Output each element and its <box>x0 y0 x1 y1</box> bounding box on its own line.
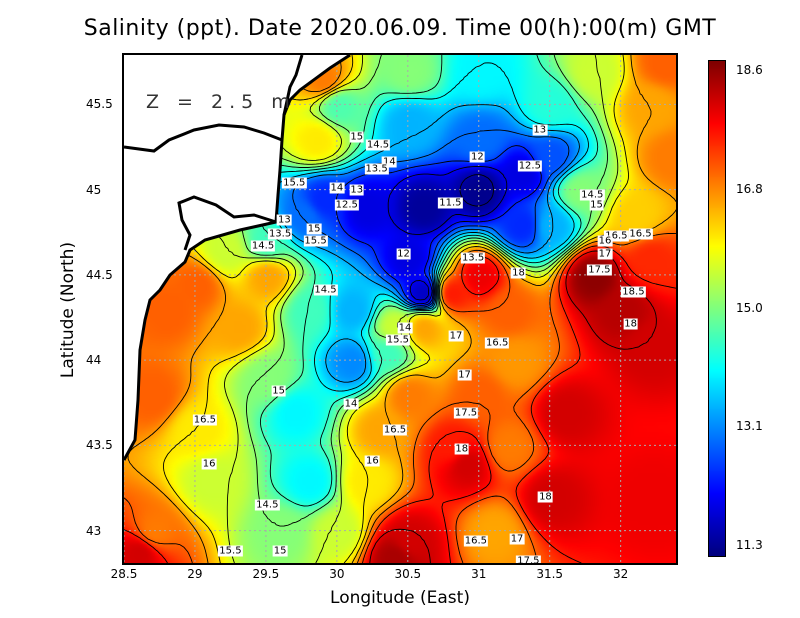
contour-label: 15 <box>306 223 322 235</box>
contour-label: 12 <box>469 151 485 163</box>
contour-label: 16.5 <box>382 424 408 436</box>
contour-label: 15.5 <box>385 334 410 346</box>
contour-label: 16.5 <box>628 228 653 240</box>
y-tick-label: 45.5 <box>86 97 113 112</box>
colorbar <box>708 60 726 557</box>
contour-label: 16.5 <box>485 337 510 349</box>
depth-annotation: Z = 2.5 m <box>146 91 296 113</box>
contour-line-18 <box>369 250 657 563</box>
contour-label: 18 <box>454 443 470 455</box>
colorbar-tick-label: 15.0 <box>736 300 763 315</box>
contour-label: 15 <box>271 385 287 397</box>
y-tick-label: 44.5 <box>86 267 113 282</box>
contour-lines <box>124 55 676 563</box>
colorbar-tick-label: 18.6 <box>736 63 763 77</box>
contour-label: 15 <box>589 199 604 211</box>
contour-label: 13.5 <box>364 163 389 175</box>
contour-label: 16 <box>597 235 613 247</box>
contour-line-17 <box>124 232 676 563</box>
contour-label: 17 <box>509 533 525 545</box>
contour-label: 14 <box>329 182 345 194</box>
contour-label: 15.5 <box>282 177 307 189</box>
contour-label: 16 <box>364 455 380 467</box>
contour-label: 17 <box>448 330 464 342</box>
border-line <box>177 195 277 251</box>
coastline <box>124 55 351 461</box>
y-tick-label: 44 <box>86 353 102 368</box>
x-tick-label: 31 <box>471 567 487 581</box>
contour-line-14 <box>259 62 589 392</box>
chart-title: Salinity (ppt). Date 2020.06.09. Time 00… <box>83 16 717 41</box>
contour-label: 14 <box>381 156 397 168</box>
contour-label: 17.5 <box>453 407 479 419</box>
y-tick-label: 43.5 <box>86 438 113 453</box>
x-tick-label: 30.5 <box>394 567 422 581</box>
contour-label: 12 <box>396 248 411 260</box>
contour-label: 14 <box>343 398 359 410</box>
x-tick-label: 28.5 <box>110 567 138 581</box>
contour-line-11.5 <box>459 174 494 207</box>
contour-label: 13 <box>276 214 292 226</box>
map-overlay <box>124 55 676 563</box>
y-tick-label: 45 <box>86 182 102 197</box>
contour-label: 13 <box>349 184 365 196</box>
contour-label: 16.5 <box>604 230 629 242</box>
y-tick-label: 43 <box>86 523 102 538</box>
contour-label: 12.5 <box>517 160 542 172</box>
contour-label: 13.5 <box>267 228 293 240</box>
contour-label: 17.5 <box>516 555 541 567</box>
x-tick-label: 29.5 <box>252 567 280 581</box>
contour-label: 14.5 <box>365 139 391 151</box>
contour-label: 15 <box>272 545 288 557</box>
contour-label: 17.5 <box>587 264 612 276</box>
y-axis-label: Latitude (North) <box>58 241 78 379</box>
colorbar-tick-label: 13.1 <box>736 419 763 434</box>
contour-label: 14.5 <box>255 499 280 511</box>
x-tick-label: 31.5 <box>536 567 564 581</box>
contour-label: 13 <box>532 124 548 136</box>
contour-label: 18 <box>511 267 526 279</box>
contour-label: 14.5 <box>580 189 605 201</box>
contour-label: 16 <box>201 458 217 470</box>
contour-label: 14 <box>397 322 413 334</box>
contour-label: 14.5 <box>250 240 276 252</box>
x-axis-label: Longitude (East) <box>330 588 470 608</box>
contour-label: 18 <box>623 318 638 330</box>
contour-label: 15 <box>349 131 365 143</box>
contour-label: 16.5 <box>192 414 218 426</box>
contour-line-12 <box>387 166 508 301</box>
contour-label: 17 <box>457 369 472 381</box>
x-tick-label: 30 <box>329 567 345 581</box>
contour-label: 15.5 <box>303 235 328 247</box>
contour-label: 15.5 <box>218 545 243 557</box>
x-tick-label: 29 <box>187 567 203 581</box>
contour-line-13 <box>292 129 570 306</box>
contour-label: 11.5 <box>438 197 463 209</box>
contour-line-17.5 <box>124 245 676 563</box>
border-line <box>282 55 304 116</box>
contour-label: 16.5 <box>463 535 489 547</box>
colorbar-tick-label: 11.3 <box>736 538 763 552</box>
border-line <box>124 123 283 153</box>
colorbar-tick-label: 16.8 <box>736 181 763 196</box>
contour-label: 18.5 <box>621 286 646 298</box>
contour-label: 14.5 <box>313 284 338 296</box>
x-tick-label: 32 <box>613 567 629 581</box>
contour-label: 17 <box>597 248 613 260</box>
contour-label: 12.5 <box>334 199 359 211</box>
contour-label: 13.5 <box>460 252 486 264</box>
land-mask <box>124 55 350 460</box>
contour-line-14.5 <box>241 55 599 507</box>
contour-label: 18 <box>538 491 553 503</box>
plot-area: 15 14.5 14 13.5 13 12 12.5 15.5 14 13 12.5 11.5 14.5… <box>124 55 676 567</box>
